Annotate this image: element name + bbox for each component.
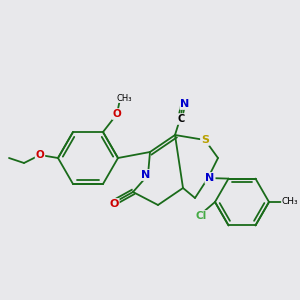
Text: N: N	[206, 173, 214, 183]
Text: O: O	[36, 150, 44, 160]
Text: N: N	[180, 99, 190, 109]
Text: O: O	[109, 199, 119, 209]
Text: CH₃: CH₃	[116, 94, 132, 103]
Text: CH₃: CH₃	[282, 197, 298, 206]
Text: O: O	[112, 109, 122, 119]
Text: S: S	[201, 135, 209, 145]
Text: C: C	[177, 114, 184, 124]
Text: Cl: Cl	[195, 211, 207, 221]
Text: N: N	[141, 170, 151, 180]
